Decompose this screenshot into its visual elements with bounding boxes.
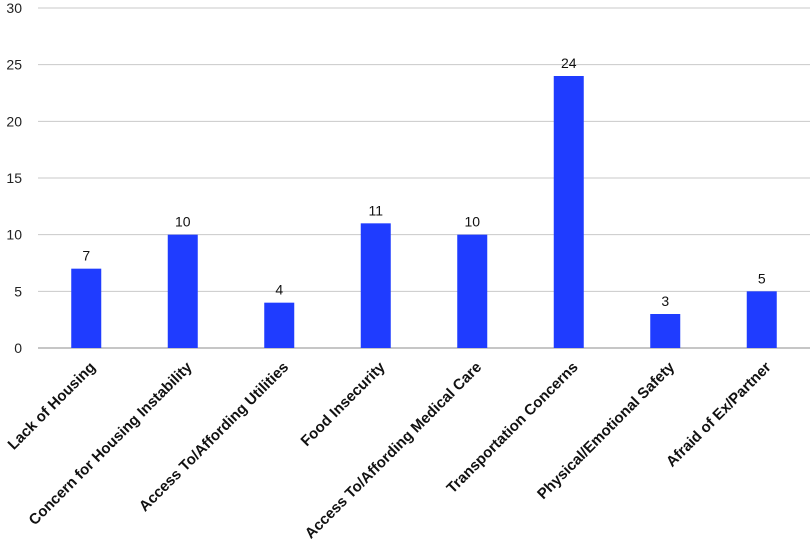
bar bbox=[264, 302, 295, 348]
data-label: 7 bbox=[82, 248, 90, 264]
y-tick-label: 20 bbox=[6, 113, 22, 129]
bars bbox=[71, 76, 777, 348]
y-tick-label: 15 bbox=[6, 170, 22, 186]
bar bbox=[360, 223, 391, 348]
y-tick-label: 10 bbox=[6, 227, 22, 243]
bar bbox=[746, 291, 777, 348]
data-label: 10 bbox=[175, 214, 191, 230]
gridlines bbox=[38, 7, 810, 349]
bar bbox=[167, 234, 198, 348]
y-tick-label: 0 bbox=[14, 340, 22, 356]
bar bbox=[457, 234, 488, 348]
x-category-label: Access To/Affording Medical Care bbox=[302, 359, 485, 542]
bar bbox=[650, 314, 681, 348]
data-label: 5 bbox=[758, 270, 766, 286]
x-category-label: Afraid of Ex/Partner bbox=[663, 359, 775, 471]
data-label: 3 bbox=[661, 293, 669, 309]
data-labels: 7 10 4 11 10 24 3 5 bbox=[82, 55, 766, 309]
x-category-label: Lack of Housing bbox=[5, 359, 100, 454]
data-label: 10 bbox=[464, 214, 480, 230]
y-tick-label: 5 bbox=[14, 283, 22, 299]
y-tick-label: 30 bbox=[6, 0, 22, 16]
y-tick-label: 25 bbox=[6, 57, 22, 73]
x-category-label: Food Insecurity bbox=[298, 358, 389, 449]
y-axis-ticks: 0 5 10 15 20 25 30 bbox=[6, 0, 22, 356]
bar bbox=[553, 76, 584, 348]
bar bbox=[71, 268, 102, 348]
data-label: 11 bbox=[368, 202, 383, 218]
data-label: 24 bbox=[561, 55, 577, 71]
x-category-label: Concern for Housing Instability bbox=[26, 358, 196, 528]
data-label: 4 bbox=[275, 282, 283, 298]
